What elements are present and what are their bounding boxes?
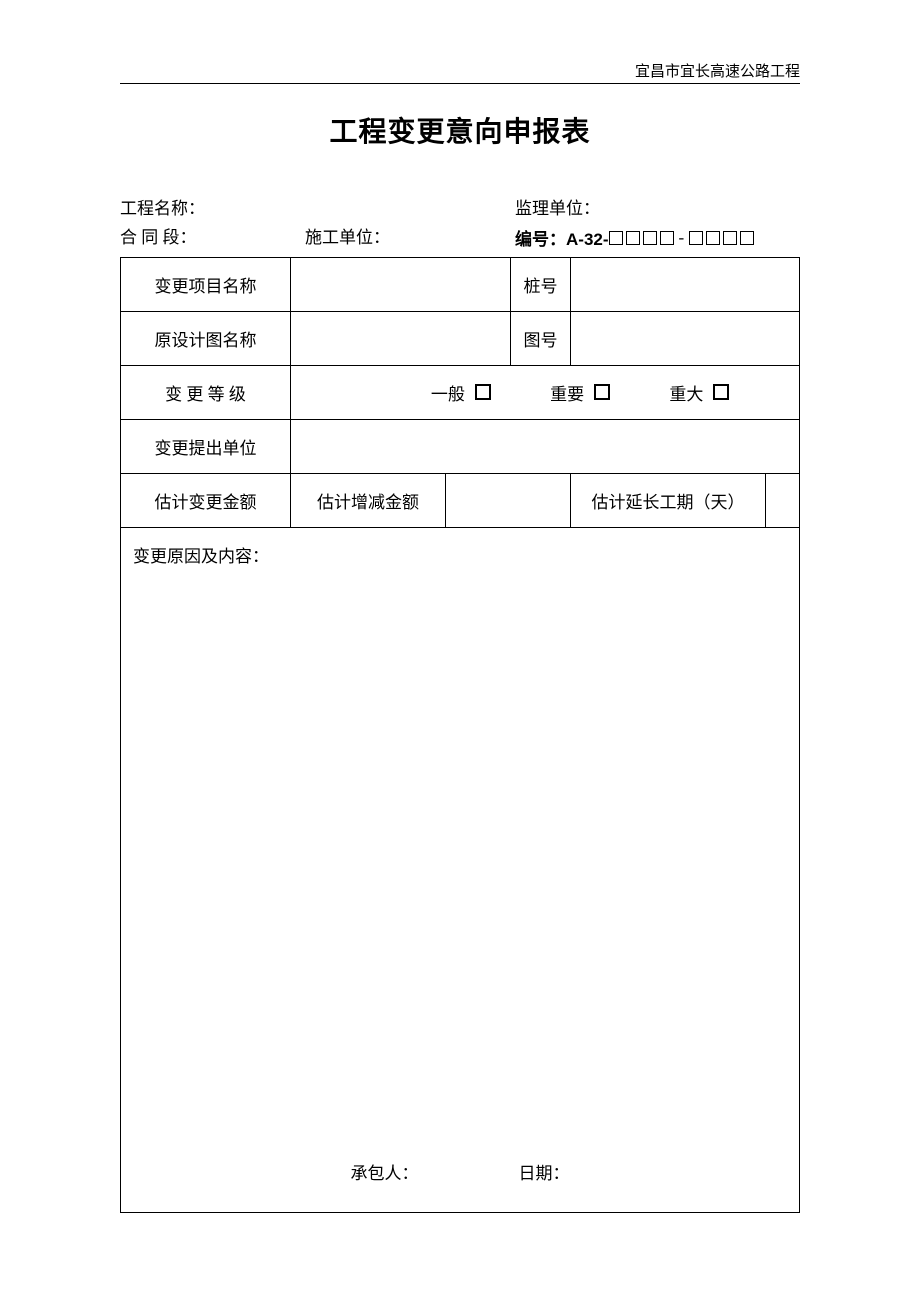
construction-unit-field: 施工单位： <box>305 224 515 253</box>
table-row: 变更提出单位 <box>121 419 800 473</box>
project-name-field: 工程名称： <box>120 195 515 222</box>
serial-box <box>689 231 703 245</box>
project-name-label: 工程名称： <box>120 195 205 222</box>
estimated-amount-label: 估计变更金额 <box>121 473 291 527</box>
proposing-unit-label: 变更提出单位 <box>121 419 291 473</box>
level-important-label: 重要 <box>550 380 584 405</box>
serial-label: 编号：A-32- <box>515 226 609 253</box>
reason-footer: 承包人： 日期： <box>121 1159 799 1184</box>
serial-boxes: - <box>609 224 755 251</box>
table-row: 原设计图名称 图号 <box>121 311 800 365</box>
meta-row-1: 工程名称： 监理单位： <box>120 195 800 222</box>
estimated-extension-label: 估计延长工期（天） <box>571 473 766 527</box>
checkbox-icon[interactable] <box>475 384 491 400</box>
original-drawing-value <box>291 311 511 365</box>
supervisor-field: 监理单位： <box>515 195 800 222</box>
checkbox-icon[interactable] <box>713 384 729 400</box>
level-general-label: 一般 <box>431 380 465 405</box>
level-option-general: 一般 <box>431 380 491 405</box>
table-row: 变更项目名称 桩号 <box>121 257 800 311</box>
meta-block: 工程名称： 监理单位： 合 同 段： 施工单位： 编号：A-32- - <box>120 195 800 253</box>
serial-box <box>706 231 720 245</box>
header-text: 宜昌市宜长高速公路工程 <box>635 64 800 80</box>
pile-number-label: 桩号 <box>511 257 571 311</box>
table-row: 变更原因及内容： 承包人： 日期： <box>121 527 800 1212</box>
contract-section-field: 合 同 段： <box>120 224 305 253</box>
date-label: 日期： <box>519 1159 570 1184</box>
level-option-major: 重大 <box>669 380 729 405</box>
change-item-name-label: 变更项目名称 <box>121 257 291 311</box>
checkbox-icon[interactable] <box>594 384 610 400</box>
level-major-label: 重大 <box>669 380 703 405</box>
change-level-options: 一般 重要 重大 <box>291 365 800 419</box>
estimated-extension-value <box>766 473 800 527</box>
reason-label: 变更原因及内容： <box>133 542 787 567</box>
drawing-number-label: 图号 <box>511 311 571 365</box>
pile-number-value <box>571 257 800 311</box>
table-row: 估计变更金额 估计增减金额 估计延长工期（天） <box>121 473 800 527</box>
drawing-number-value <box>571 311 800 365</box>
page-header: 宜昌市宜长高速公路工程 <box>120 60 800 84</box>
estimated-increase-label: 估计增减金额 <box>291 473 446 527</box>
serial-dash: - <box>679 224 685 251</box>
change-level-label: 变 更 等 级 <box>121 365 291 419</box>
document-page: 宜昌市宜长高速公路工程 工程变更意向申报表 工程名称： 监理单位： 合 同 段：… <box>0 0 920 1302</box>
proposing-unit-value <box>291 419 800 473</box>
serial-box <box>626 231 640 245</box>
serial-field: 编号：A-32- - <box>515 224 800 253</box>
serial-box <box>723 231 737 245</box>
form-table: 变更项目名称 桩号 原设计图名称 图号 变 更 等 级 一般 重要 <box>120 257 800 1213</box>
table-row: 变 更 等 级 一般 重要 重大 <box>121 365 800 419</box>
serial-box <box>740 231 754 245</box>
change-item-name-value <box>291 257 511 311</box>
document-title: 工程变更意向申报表 <box>120 110 800 150</box>
contract-section-label: 合 同 段： <box>120 224 197 251</box>
supervisor-label: 监理单位： <box>515 195 600 222</box>
construction-unit-label: 施工单位： <box>305 224 390 251</box>
serial-box <box>643 231 657 245</box>
original-drawing-label: 原设计图名称 <box>121 311 291 365</box>
serial-box <box>660 231 674 245</box>
contractor-label: 承包人： <box>351 1159 419 1184</box>
level-option-important: 重要 <box>550 380 610 405</box>
reason-cell: 变更原因及内容： 承包人： 日期： <box>121 527 800 1212</box>
meta-row-2: 合 同 段： 施工单位： 编号：A-32- - <box>120 224 800 253</box>
estimated-increase-value <box>446 473 571 527</box>
serial-box <box>609 231 623 245</box>
